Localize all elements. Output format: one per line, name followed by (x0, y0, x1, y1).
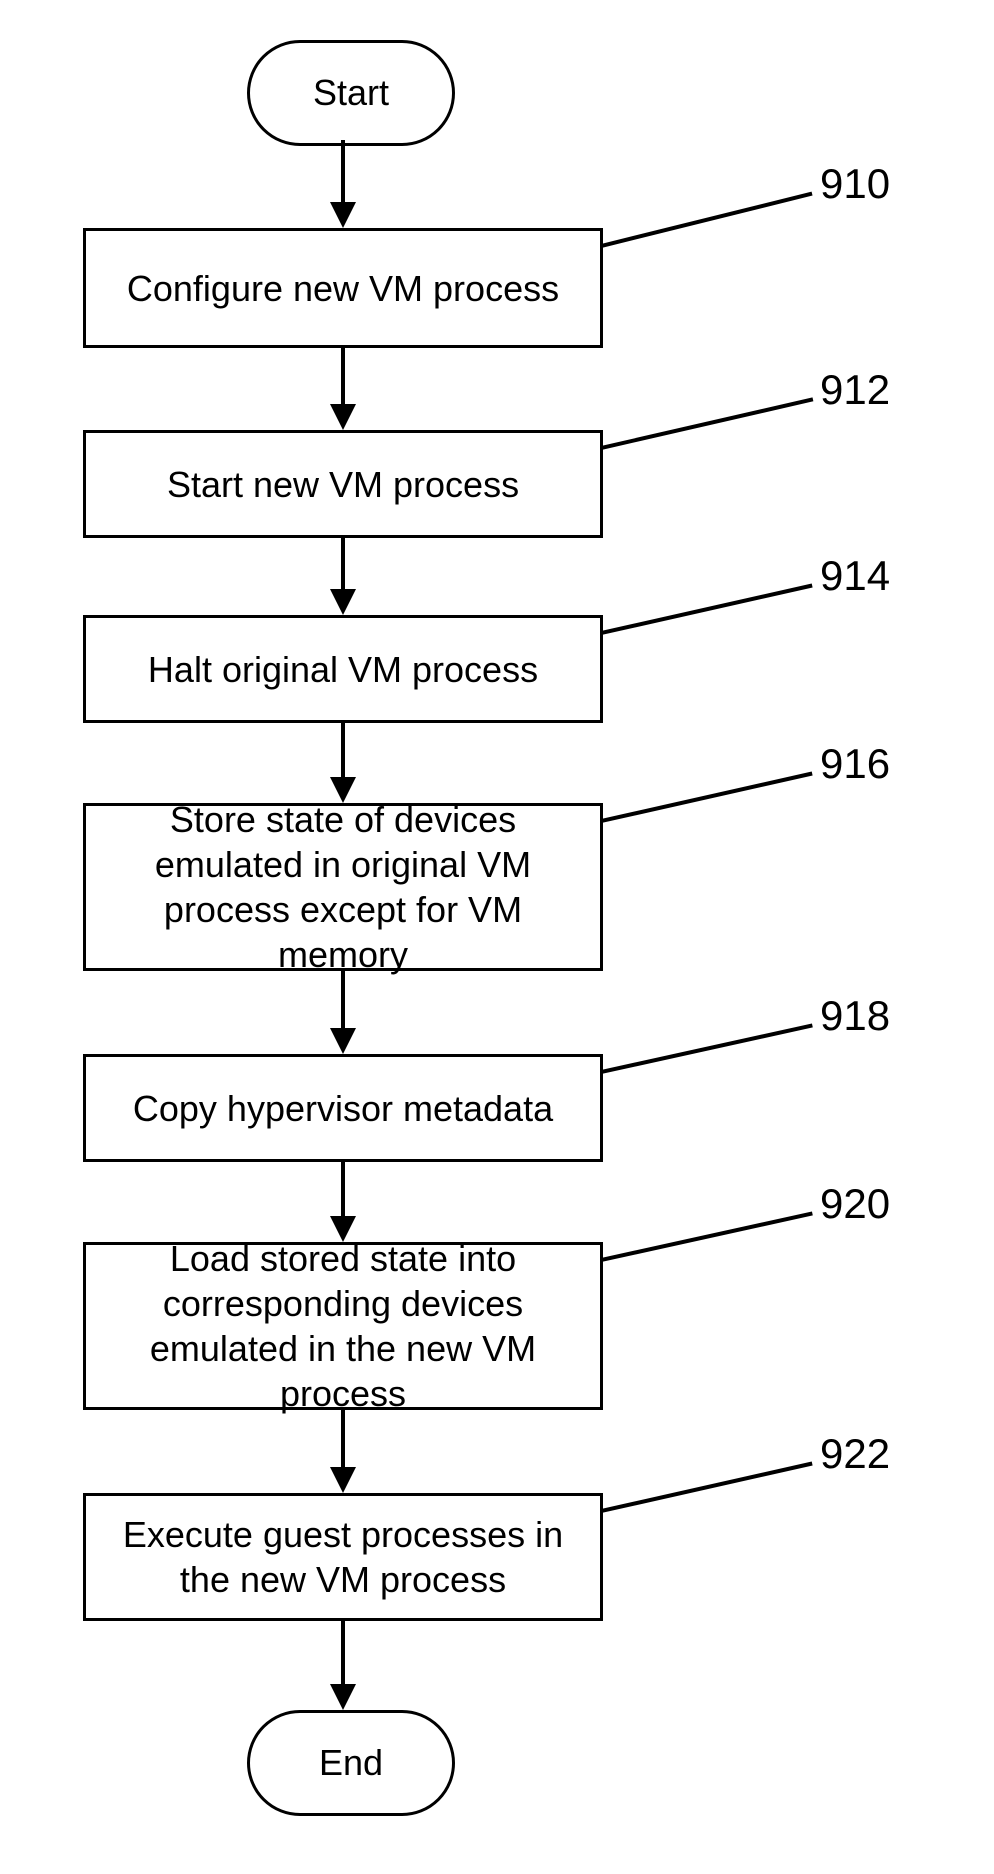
flow-node-n914: Halt original VM process (83, 615, 603, 723)
arrow-head (330, 404, 356, 430)
arrow-head (330, 1028, 356, 1054)
arrow-head (330, 777, 356, 803)
ref-label-918: 918 (820, 992, 890, 1040)
flow-node-text: Execute guest processes in the new VM pr… (98, 1512, 588, 1602)
arrow-line (341, 140, 345, 202)
arrow-line (341, 538, 345, 589)
flow-node-text: Copy hypervisor metadata (133, 1086, 553, 1131)
arrow-head (330, 202, 356, 228)
flow-node-n916: Store state of devices emulated in origi… (83, 803, 603, 971)
flow-node-n922: Execute guest processes in the new VM pr… (83, 1493, 603, 1621)
flow-node-text: Load stored state into corresponding dev… (98, 1236, 588, 1416)
ref-label-914: 914 (820, 552, 890, 600)
callout-line (601, 584, 813, 635)
flow-node-text: Start (313, 72, 389, 114)
flow-node-end: End (247, 1710, 455, 1816)
callout-line (601, 192, 813, 248)
arrow-head (330, 1467, 356, 1493)
ref-label-910: 910 (820, 160, 890, 208)
flow-node-text: Configure new VM process (127, 266, 559, 311)
flow-node-text: Start new VM process (167, 462, 519, 507)
callout-line (601, 1212, 813, 1262)
arrow-line (341, 971, 345, 1028)
arrow-line (341, 723, 345, 777)
ref-label-912: 912 (820, 366, 890, 414)
flow-node-text: Halt original VM process (148, 647, 538, 692)
arrow-line (341, 1621, 345, 1684)
callout-line (601, 772, 813, 823)
arrow-head (330, 589, 356, 615)
callout-line (601, 398, 813, 450)
flow-node-n920: Load stored state into corresponding dev… (83, 1242, 603, 1410)
callout-line (601, 1024, 813, 1074)
arrow-head (330, 1216, 356, 1242)
ref-label-916: 916 (820, 740, 890, 788)
flow-node-n912: Start new VM process (83, 430, 603, 538)
callout-line (601, 1462, 813, 1513)
arrow-line (341, 1162, 345, 1216)
flow-node-start: Start (247, 40, 455, 146)
flow-node-n910: Configure new VM process (83, 228, 603, 348)
arrow-line (341, 348, 345, 404)
arrow-line (341, 1410, 345, 1467)
flow-node-text: End (319, 1742, 383, 1784)
ref-label-920: 920 (820, 1180, 890, 1228)
arrow-head (330, 1684, 356, 1710)
flow-node-n918: Copy hypervisor metadata (83, 1054, 603, 1162)
flow-node-text: Store state of devices emulated in origi… (98, 797, 588, 977)
ref-label-922: 922 (820, 1430, 890, 1478)
